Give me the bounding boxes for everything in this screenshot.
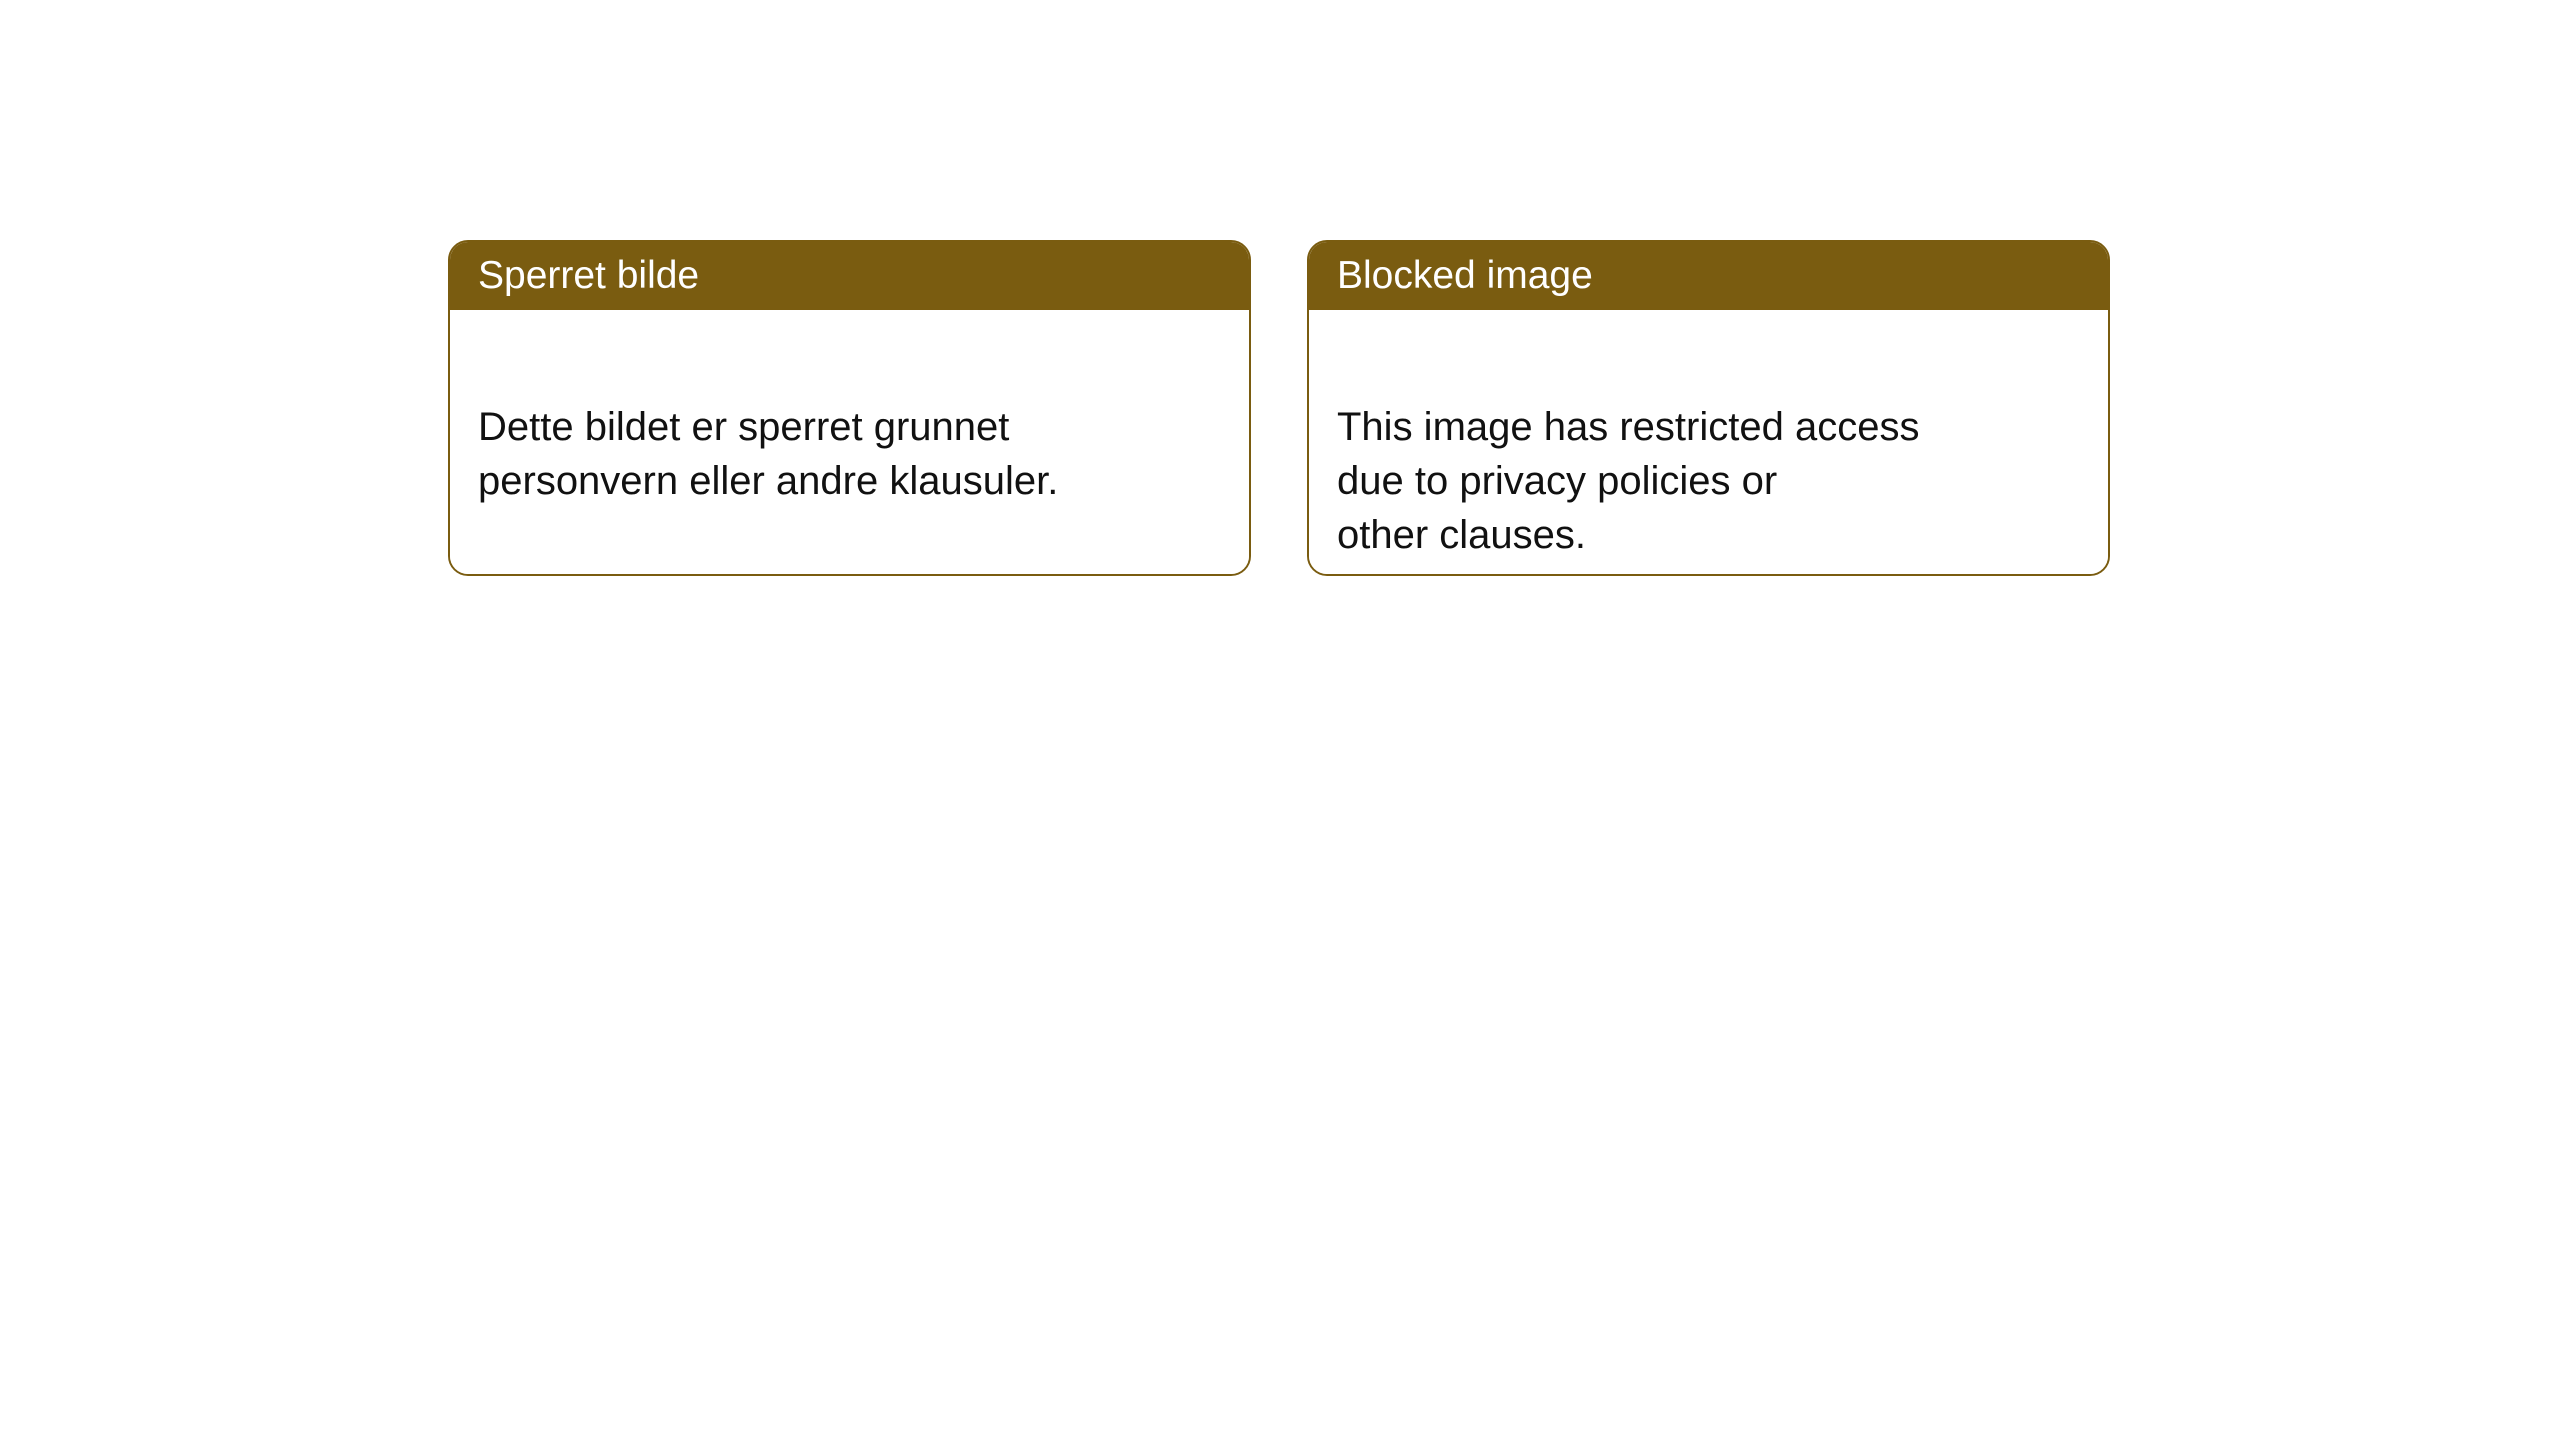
notice-header-no: Sperret bilde bbox=[450, 242, 1249, 310]
notice-body-en: This image has restricted access due to … bbox=[1309, 310, 2108, 576]
notice-wrapper: Sperret bilde Dette bildet er sperret gr… bbox=[448, 240, 2110, 576]
notice-body-text-no: Dette bildet er sperret grunnet personve… bbox=[478, 405, 1058, 503]
notice-body-text-en: This image has restricted access due to … bbox=[1337, 405, 1919, 557]
notice-header-en: Blocked image bbox=[1309, 242, 2108, 310]
notice-title-en: Blocked image bbox=[1337, 254, 1593, 297]
notice-card-no: Sperret bilde Dette bildet er sperret gr… bbox=[448, 240, 1251, 576]
notice-card-en: Blocked image This image has restricted … bbox=[1307, 240, 2110, 576]
notice-title-no: Sperret bilde bbox=[478, 254, 699, 297]
notice-body-no: Dette bildet er sperret grunnet personve… bbox=[450, 310, 1249, 574]
